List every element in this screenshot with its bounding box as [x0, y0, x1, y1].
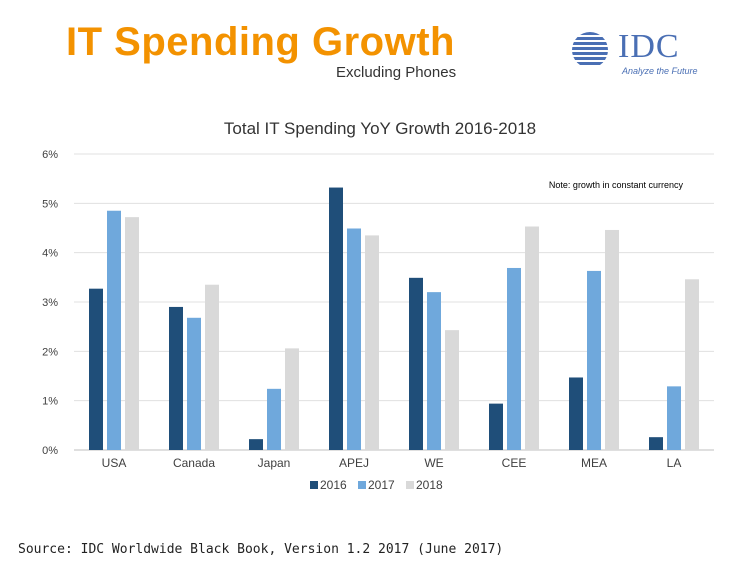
legend-label-2016: 2016 — [320, 478, 347, 492]
bar-japan-2018 — [285, 348, 299, 450]
globe-icon — [572, 32, 608, 65]
bar-la-2016 — [649, 437, 663, 450]
x-tick-label: MEA — [581, 456, 607, 470]
bar-mea-2016 — [569, 377, 583, 450]
idc-wordmark: IDC — [618, 28, 680, 65]
bar-usa-2018 — [125, 217, 139, 450]
legend-label-2018: 2018 — [416, 478, 443, 492]
x-tick-label: LA — [667, 456, 682, 470]
bar-japan-2016 — [249, 439, 263, 450]
x-tick-label: Canada — [173, 456, 215, 470]
bar-canada-2018 — [205, 284, 219, 450]
bar-apej-2017 — [347, 228, 361, 450]
y-tick-label: 5% — [42, 198, 58, 210]
bar-apej-2018 — [365, 235, 379, 450]
page-title: IT Spending Growth — [66, 20, 455, 64]
bar-apej-2016 — [329, 187, 343, 450]
x-tick-label: CEE — [502, 456, 527, 470]
source-citation: Source: IDC Worldwide Black Book, Versio… — [18, 542, 504, 557]
bar-canada-2016 — [169, 306, 183, 450]
x-tick-label: APEJ — [339, 456, 369, 470]
bar-cee-2016 — [489, 403, 503, 450]
legend-swatch-2017 — [358, 481, 366, 489]
page-subtitle: Excluding Phones — [336, 64, 457, 81]
y-tick-label: 4% — [42, 248, 58, 260]
bar-canada-2017 — [187, 317, 201, 450]
bar-usa-2016 — [89, 288, 103, 450]
bar-la-2017 — [667, 386, 681, 450]
bar-cee-2017 — [507, 267, 521, 450]
x-tick-label: USA — [102, 456, 127, 470]
bar-we-2016 — [409, 277, 423, 450]
bar-we-2018 — [445, 330, 459, 450]
chart-note: Note: growth in constant currency — [549, 180, 684, 190]
y-tick-label: 1% — [42, 396, 58, 408]
growth-bar-chart: Total IT Spending YoY Growth 2016-2018 0%… — [42, 119, 714, 492]
idc-logo: IDC Analyze the Future — [566, 30, 716, 80]
chart-title: Total IT Spending YoY Growth 2016-2018 — [224, 119, 536, 138]
legend-label-2017: 2017 — [368, 478, 395, 492]
bar-mea-2018 — [605, 229, 619, 450]
idc-tagline: Analyze the Future — [622, 66, 698, 76]
x-tick-label: WE — [424, 456, 443, 470]
legend-swatch-2016 — [310, 481, 318, 489]
y-tick-label: 3% — [42, 297, 58, 309]
bar-mea-2017 — [587, 270, 601, 450]
bar-japan-2017 — [267, 388, 281, 450]
x-tick-label: Japan — [258, 456, 291, 470]
legend-swatch-2018 — [406, 481, 414, 489]
bar-usa-2017 — [107, 210, 121, 450]
bar-we-2017 — [427, 292, 441, 450]
bar-cee-2018 — [525, 226, 539, 450]
y-tick-label: 0% — [42, 445, 58, 457]
y-tick-label: 2% — [42, 346, 58, 358]
bar-la-2018 — [685, 279, 699, 450]
y-tick-label: 6% — [42, 149, 58, 161]
